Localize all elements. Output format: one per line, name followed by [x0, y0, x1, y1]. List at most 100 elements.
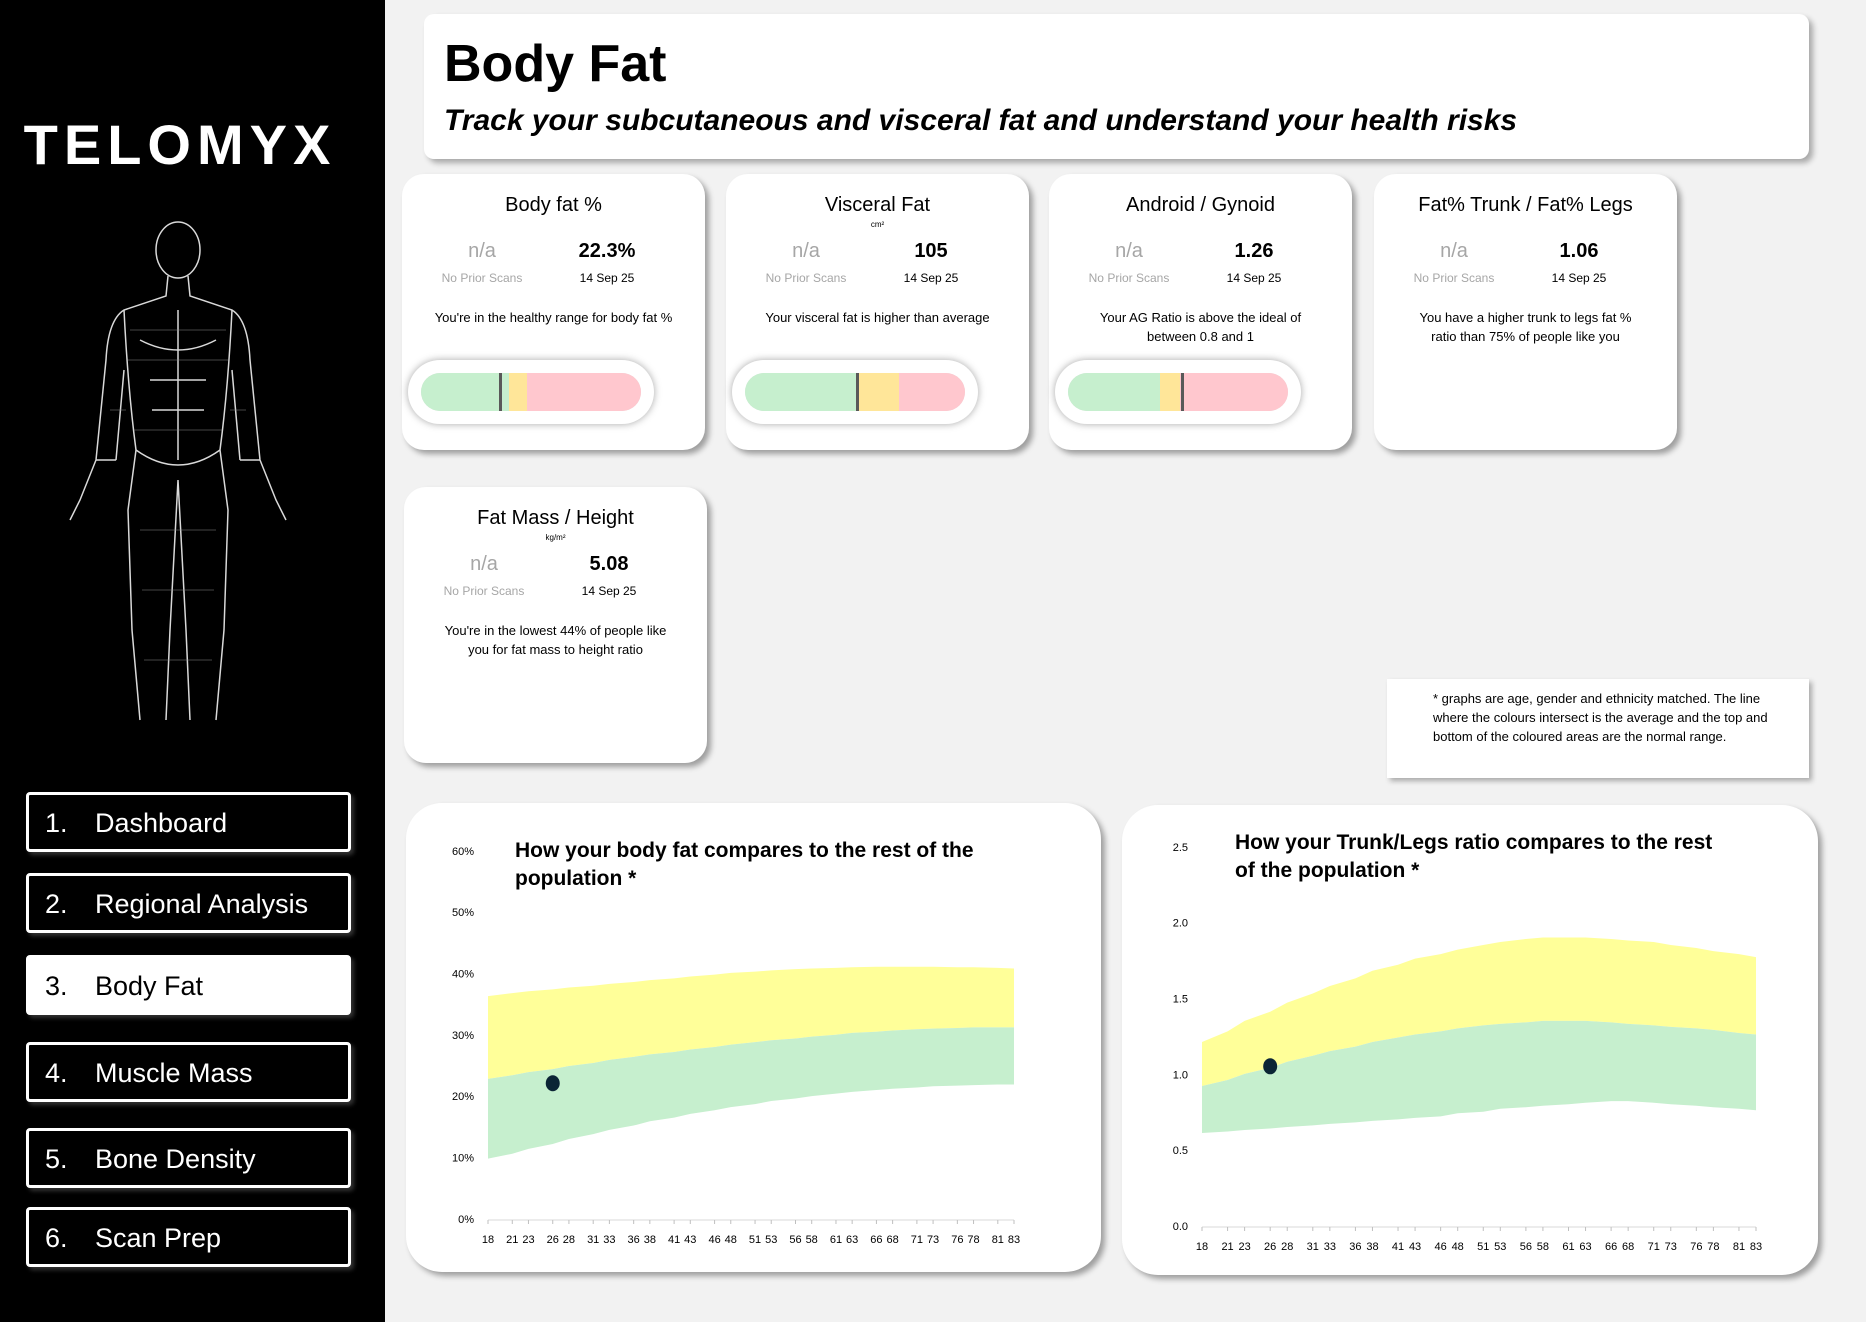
nav-button[interactable]: 1. Dashboard — [26, 792, 351, 852]
chart: 0.0 0.5 1.0 1.5 2.0 2.5 18 21 23 26 28 31 33 36 38 41 43… — [1173, 842, 1762, 1253]
scan-date: 14 Sep 25 — [579, 271, 635, 285]
metric-card: Fat% Trunk / Fat% Legs n/a No Prior Scans 1… — [1374, 174, 1677, 450]
metric-card: Body fat % n/a No Prior Scans 22.3% 14 Sep 2… — [402, 174, 705, 450]
x-tick-label: 56 — [789, 1234, 801, 1246]
gauge-marker — [855, 373, 859, 411]
y-tick-label: 1.5 — [1173, 994, 1188, 1006]
y-tick-label: 50% — [452, 907, 474, 919]
gauge — [1055, 360, 1301, 424]
nav-button[interactable]: 4. Muscle Mass — [26, 1042, 351, 1102]
prior-value: n/a — [468, 240, 496, 262]
card-title: Fat Mass / Height — [477, 507, 634, 529]
x-tick-label: 31 — [587, 1234, 599, 1246]
y-tick-label: 60% — [452, 846, 474, 858]
sidebar: TELOMYX 1. Dashboard 2. Regional Analysis 3.… — [0, 0, 385, 1322]
x-tick-label: 21 — [506, 1234, 518, 1246]
gauge — [408, 360, 654, 424]
chart-panel: 0.0 0.5 1.0 1.5 2.0 2.5 18 21 23 26 28 31 33 36 38 41 43… — [1122, 805, 1818, 1275]
scan-date: 14 Sep 25 — [903, 271, 959, 285]
x-tick-label: 26 — [547, 1234, 559, 1246]
card-unit: kg/m² — [545, 533, 566, 542]
x-tick-label: 66 — [1605, 1241, 1617, 1253]
nav-label: Body Fat — [95, 971, 204, 1001]
scan-date: 14 Sep 25 — [1551, 271, 1607, 285]
y-tick-label: 0.5 — [1173, 1145, 1188, 1157]
band-area — [1202, 937, 1756, 1087]
x-tick-label: 21 — [1221, 1241, 1233, 1253]
brand-logo: TELOMYX — [23, 113, 337, 176]
gauge-bar — [745, 373, 965, 411]
page-subtitle: Track your subcutaneous and visceral fat… — [444, 104, 1518, 137]
chart-title: How your body fat compares to the rest o… — [515, 839, 974, 890]
x-tick-label: 23 — [522, 1234, 534, 1246]
nav-number: 5. — [45, 1144, 68, 1174]
x-tick-label: 41 — [1392, 1241, 1404, 1253]
x-tick-label: 83 — [1008, 1234, 1020, 1246]
x-tick-label: 18 — [482, 1234, 494, 1246]
x-tick-label: 51 — [1477, 1241, 1489, 1253]
nav-number: 6. — [45, 1223, 68, 1253]
body-figure — [69, 221, 287, 721]
x-tick-label: 53 — [1494, 1241, 1506, 1253]
chart-title: How your Trunk/Legs ratio compares to th… — [1235, 831, 1713, 882]
y-tick-label: 20% — [452, 1091, 474, 1103]
x-tick-label: 26 — [1264, 1241, 1276, 1253]
current-value: 1.26 — [1234, 240, 1274, 262]
prior-note: No Prior Scans — [443, 584, 525, 598]
x-tick-label: 53 — [765, 1234, 777, 1246]
x-tick-label: 38 — [644, 1234, 656, 1246]
prior-note: No Prior Scans — [1413, 271, 1495, 285]
x-tick-label: 68 — [886, 1234, 898, 1246]
card-title: Android / Gynoid — [1126, 194, 1275, 216]
y-tick-label: 40% — [452, 969, 474, 981]
nav-number: 1. — [45, 808, 68, 838]
x-tick-label: 76 — [1690, 1241, 1702, 1253]
x-tick-label: 63 — [846, 1234, 858, 1246]
x-tick-label: 73 — [1665, 1241, 1677, 1253]
gauge-green — [1068, 373, 1161, 411]
x-tick-label: 73 — [927, 1234, 939, 1246]
x-tick-label: 31 — [1307, 1241, 1319, 1253]
y-tick-label: 30% — [452, 1030, 474, 1042]
card-message: Your visceral fat is higher than average — [765, 310, 990, 325]
x-tick-label: 71 — [911, 1234, 923, 1246]
card-message: You have a higher trunk to legs fat % ra… — [1419, 310, 1632, 344]
page-title: Body Fat — [444, 35, 667, 93]
user-point — [545, 1075, 560, 1092]
y-tick-label: 10% — [452, 1153, 474, 1165]
x-tick-label: 36 — [1349, 1241, 1361, 1253]
nav-label: Muscle Mass — [95, 1058, 253, 1088]
gauge-yellow — [509, 373, 527, 411]
x-tick-label: 66 — [870, 1234, 882, 1246]
header: Body Fat Track your subcutaneous and vis… — [424, 14, 1809, 159]
nav-button[interactable]: 2. Regional Analysis — [26, 873, 351, 933]
prior-value: n/a — [792, 240, 820, 262]
x-tick-label: 46 — [1435, 1241, 1447, 1253]
prior-note: No Prior Scans — [441, 271, 523, 285]
x-tick-label: 58 — [1537, 1241, 1549, 1253]
note: * graphs are age, gender and ethnicity m… — [1387, 679, 1809, 778]
x-tick-label: 76 — [951, 1234, 963, 1246]
x-tick-label: 61 — [1562, 1241, 1574, 1253]
nav-button[interactable]: 5. Bone Density — [26, 1128, 351, 1188]
prior-note: No Prior Scans — [1088, 271, 1170, 285]
current-value: 105 — [914, 240, 948, 262]
y-tick-label: 0% — [458, 1214, 474, 1226]
card-message: Your AG Ratio is above the ideal of betw… — [1099, 310, 1302, 344]
x-tick-label: 28 — [1281, 1241, 1293, 1253]
x-tick-label: 38 — [1366, 1241, 1378, 1253]
gauge-marker — [1180, 373, 1184, 411]
current-value: 5.08 — [589, 553, 629, 575]
metric-card: Visceral Fat cm² n/a No Prior Scans 105 14 Se… — [726, 174, 1029, 450]
x-tick-label: 33 — [1324, 1241, 1336, 1253]
nav-button[interactable]: 6. Scan Prep — [26, 1207, 351, 1267]
nav-button[interactable]: 3. Body Fat — [26, 955, 351, 1015]
prior-value: n/a — [1440, 240, 1468, 262]
x-tick-label: 18 — [1196, 1241, 1208, 1253]
gauge-marker — [498, 373, 502, 411]
gauge-green — [745, 373, 858, 411]
nav-number: 3. — [45, 971, 68, 1001]
gauge-yellow — [1160, 373, 1181, 411]
x-tick-label: 63 — [1579, 1241, 1591, 1253]
nav-label: Dashboard — [95, 808, 228, 838]
